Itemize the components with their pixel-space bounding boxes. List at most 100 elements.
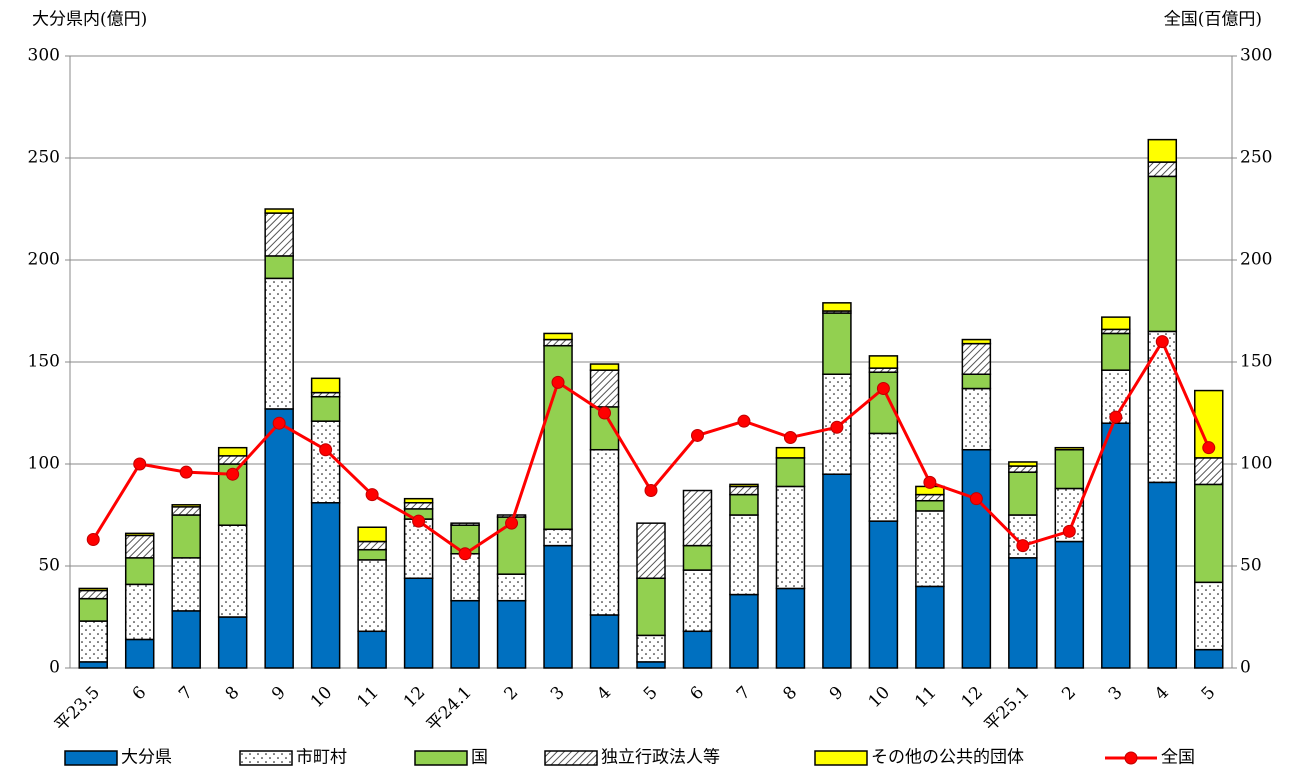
legend-swatch (64, 750, 118, 766)
bar-segment (1147, 481, 1178, 669)
x-tick-label: 5 (1198, 683, 1220, 705)
y2-tick-label: 0 (1240, 658, 1251, 678)
bar-segment (961, 342, 992, 375)
legend-swatch (414, 750, 468, 766)
bar-segment (171, 514, 201, 559)
bar-segment (1147, 161, 1178, 178)
bar-segment (1054, 540, 1085, 669)
line-marker (226, 467, 240, 481)
bar-segment (682, 630, 713, 669)
bar-segment (775, 457, 806, 488)
bar-segment (496, 599, 527, 669)
bar-segment (171, 504, 201, 508)
bar-segment (357, 526, 387, 543)
line-marker (272, 416, 286, 430)
x-tick-label: 3 (1105, 683, 1127, 705)
bar-segment (357, 559, 387, 633)
x-tick-label: 12 (958, 683, 987, 712)
bar-segment (1054, 446, 1085, 451)
bar-segment (310, 395, 341, 422)
bar-segment (264, 208, 294, 214)
bar-segment (171, 506, 201, 516)
line-marker (551, 375, 565, 389)
line-marker (783, 430, 797, 444)
bar-segment (264, 277, 294, 410)
line-marker (1155, 335, 1169, 349)
bar-segment (1101, 422, 1131, 669)
legend-label: 大分県 (121, 748, 172, 768)
line-marker (319, 443, 333, 457)
legend-label: 市町村 (296, 748, 347, 768)
bar-segment (775, 446, 806, 459)
y2-tick-label: 50 (1240, 556, 1262, 576)
x-tick-label: 6 (129, 683, 151, 705)
bar-segment (496, 573, 527, 602)
bar-segment (1194, 483, 1224, 584)
line-marker (1062, 524, 1076, 538)
bar-segment (682, 569, 713, 633)
bar-segment (217, 616, 248, 669)
bar-segment (682, 489, 713, 547)
bar-segment (729, 514, 759, 596)
bar-segment (775, 485, 806, 590)
bar-segment (636, 577, 666, 637)
bar-segment (1194, 648, 1224, 669)
line-marker (133, 457, 147, 471)
line-marker (505, 516, 519, 530)
line-marker (737, 414, 751, 428)
bar-segment (1008, 461, 1038, 467)
line-marker (458, 547, 472, 561)
bar-segment (78, 661, 108, 669)
x-tick-label: 平25.1 (981, 683, 1034, 736)
x-tick-label: 平23.5 (51, 683, 104, 736)
y2-tick-label: 100 (1240, 454, 1272, 474)
bar-segment (868, 520, 899, 669)
line (91, 338, 1211, 556)
bar-segment (589, 369, 620, 408)
y-tick-label: 300 (28, 46, 60, 66)
bar-segment (543, 338, 573, 347)
bar-segment (729, 493, 759, 516)
bar-segment (961, 448, 992, 669)
bar-segment (357, 540, 387, 551)
y-tick-label: 0 (49, 658, 60, 678)
bar-segment (775, 587, 806, 669)
bar-segment (868, 371, 899, 435)
line-marker (179, 465, 193, 479)
x-tick-label: 12 (400, 683, 429, 712)
line-marker (969, 492, 983, 506)
y2-tick-label: 200 (1240, 250, 1272, 270)
bar-segment (171, 610, 201, 669)
x-tick-label: 2 (1058, 683, 1080, 705)
line-marker (1202, 441, 1216, 455)
line-marker (598, 406, 612, 420)
bar-segment (729, 483, 759, 488)
y-tick-label: 150 (28, 352, 60, 372)
bar-segment (868, 432, 899, 522)
y2-axis-label: 全国(百億円) (1164, 10, 1262, 30)
x-tick-label: 4 (593, 683, 615, 705)
bar-segment (636, 634, 666, 663)
legend-swatch (814, 750, 868, 766)
bar-segment (961, 338, 992, 345)
bar-segment (822, 312, 852, 375)
x-tick-label: 9 (268, 683, 290, 705)
legend-swatch (239, 750, 293, 766)
bar-segment (543, 544, 573, 669)
bar-segment (915, 510, 945, 588)
x-tick-label: 7 (175, 683, 197, 705)
bar-segment (1008, 557, 1038, 669)
bar-segment (589, 614, 620, 669)
bar-segment (78, 597, 108, 622)
legend-swatch (544, 750, 598, 766)
bar-segment (682, 544, 713, 571)
legend-label: 全国 (1161, 748, 1195, 768)
x-tick-label: 10 (307, 683, 336, 712)
bar-segment (729, 485, 759, 496)
bar-segment (357, 630, 387, 669)
bar-segment (171, 557, 201, 612)
bar-segment (310, 420, 341, 504)
x-tick-label: 平24.1 (423, 683, 476, 736)
bar-segment (915, 493, 945, 502)
bar-segment (729, 593, 759, 669)
